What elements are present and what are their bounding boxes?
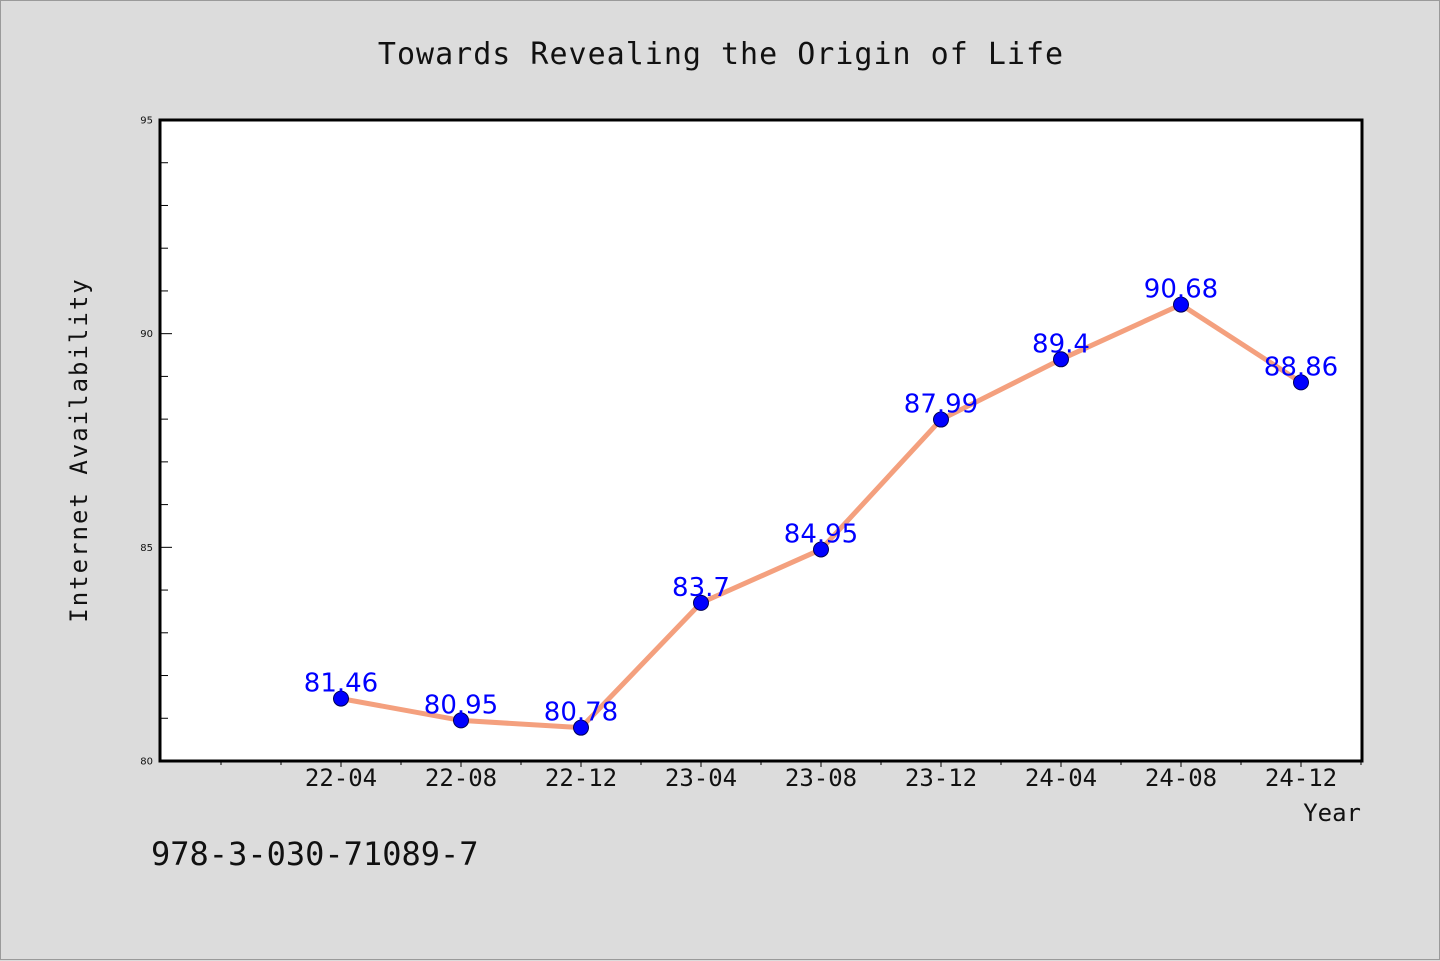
x-axis-label: Year (1303, 799, 1361, 827)
y-tick-label: 85 (140, 543, 153, 554)
x-tick-label: 24-08 (1145, 764, 1217, 792)
x-tick-label: 22-08 (425, 764, 497, 792)
x-axis: 22-04 22-08 22-12 23-04 23-08 23-12 24-04 24-08… (220, 761, 1362, 792)
x-tick-label: 23-12 (905, 764, 977, 792)
data-label: 80.95 (424, 690, 498, 720)
y-tick-label: 95 (140, 116, 153, 127)
x-tick-label: 22-12 (545, 764, 617, 792)
y-axis-label: Internet Availability (65, 277, 93, 622)
plot-area (158, 118, 1364, 763)
data-label: 88.86 (1264, 352, 1338, 382)
data-point-marker (333, 690, 349, 707)
data-point-marker (813, 541, 829, 558)
data-label: 89.4 (1032, 329, 1090, 359)
footer-isbn: 978-3-030-71089-7 (151, 835, 479, 873)
data-label: 83.7 (672, 573, 730, 603)
x-tick-label: 24-04 (1025, 764, 1097, 792)
series-points-group (333, 296, 1309, 736)
data-point-marker (1293, 374, 1309, 391)
data-labels-group: 81.46 80.95 80.78 83.7 84.95 87.99 89.4 90.68 88… (304, 275, 1338, 728)
y-tick-label: 90 (140, 329, 153, 340)
data-label: 81.46 (304, 669, 378, 699)
y-tick-label: 80 (140, 757, 153, 768)
chart-title: Towards Revealing the Origin of Life (378, 37, 1064, 72)
x-tick-label: 22-04 (305, 764, 377, 792)
data-point-marker (933, 411, 949, 428)
data-point-marker (693, 594, 709, 611)
x-tick-label: 23-04 (665, 764, 737, 792)
data-point-marker (573, 719, 589, 736)
data-point-marker (1053, 351, 1069, 368)
x-tick-label: 23-08 (785, 764, 857, 792)
data-label: 90.68 (1144, 275, 1218, 305)
data-point-marker (453, 712, 469, 729)
data-point-marker (1173, 296, 1189, 313)
x-tick-label: 24-12 (1265, 764, 1337, 792)
y-axis: 80 85 90 95 (140, 116, 172, 768)
data-label: 84.95 (784, 519, 858, 549)
data-label: 80.78 (544, 698, 618, 728)
data-label: 87.99 (904, 390, 978, 420)
